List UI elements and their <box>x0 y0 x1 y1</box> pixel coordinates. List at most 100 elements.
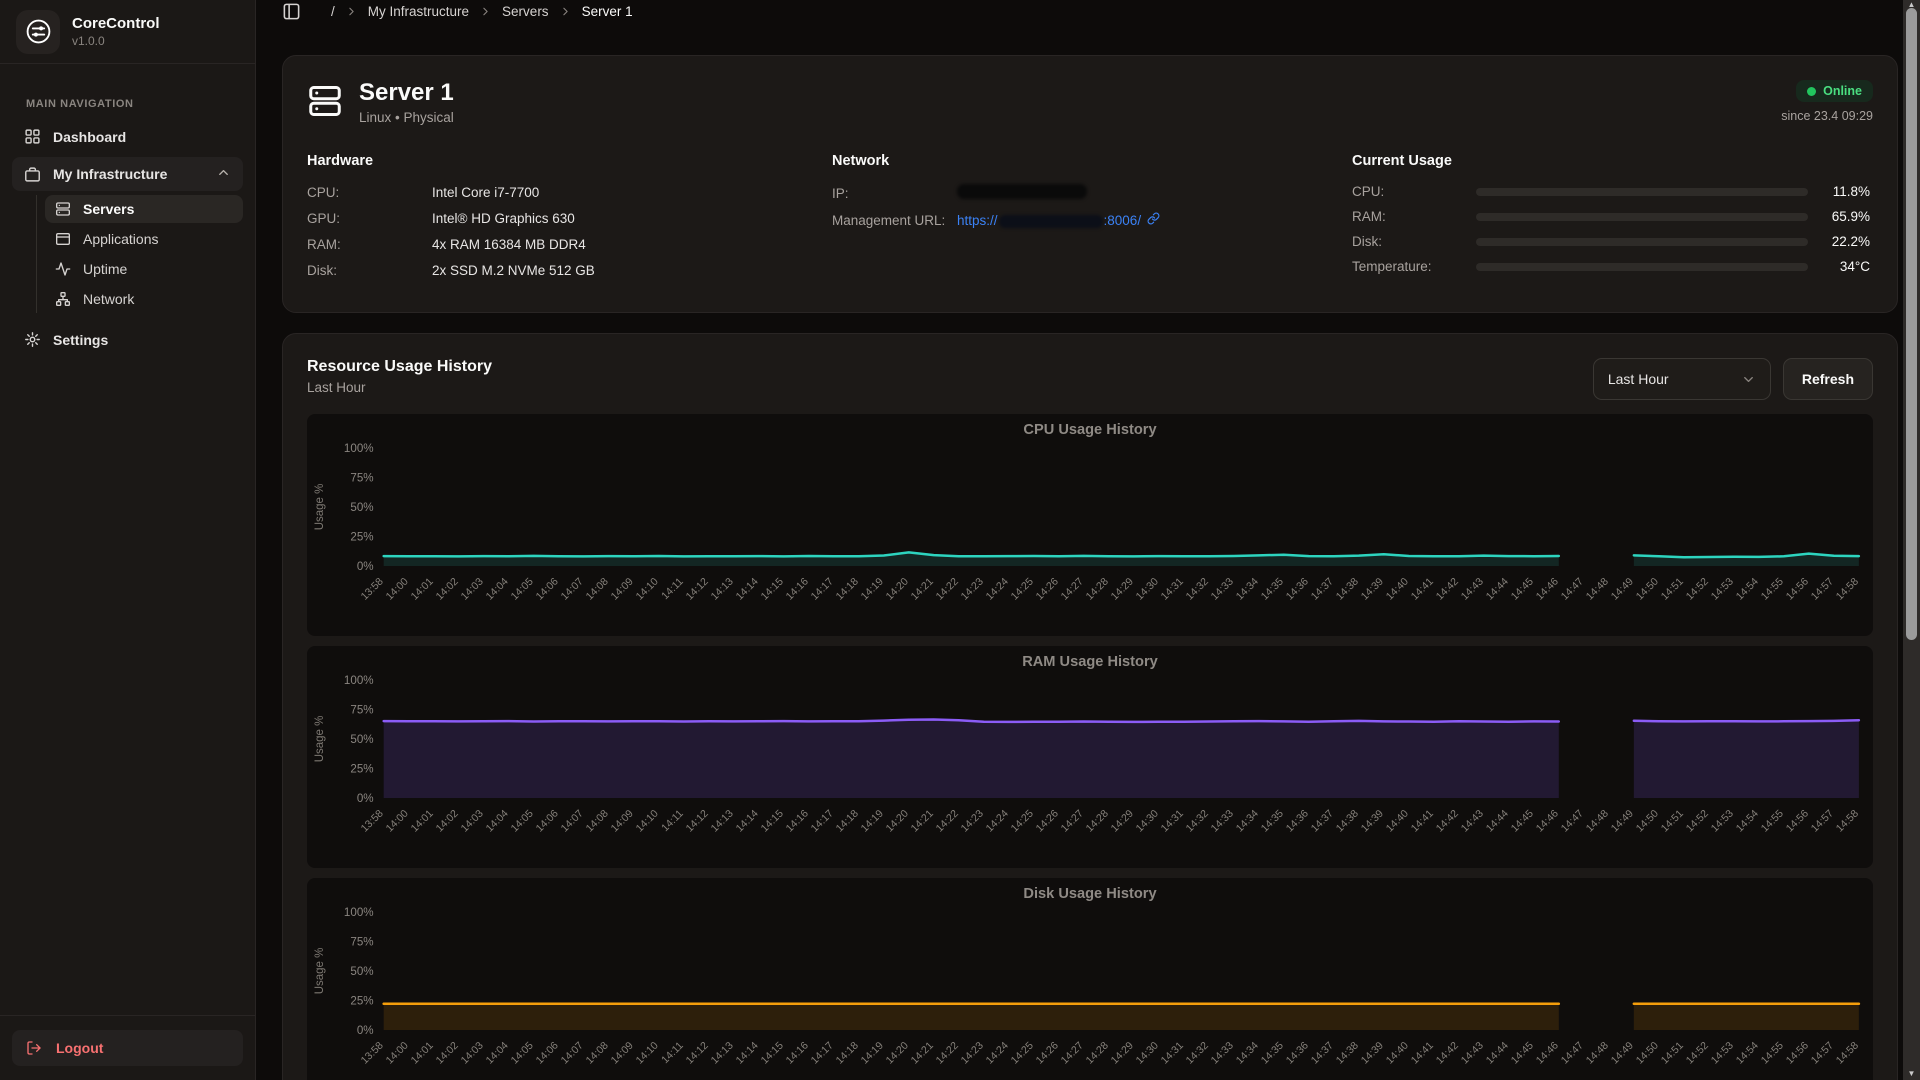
svg-text:14:44: 14:44 <box>1484 576 1511 603</box>
svg-text:14:04: 14:04 <box>484 576 511 603</box>
network-heading: Network <box>832 153 890 170</box>
svg-text:14:03: 14:03 <box>459 808 486 835</box>
svg-text:14:11: 14:11 <box>659 808 686 835</box>
svg-text:14:41: 14:41 <box>1409 576 1436 603</box>
sidebar-item-servers[interactable]: Servers <box>45 195 243 223</box>
svg-text:14:13: 14:13 <box>709 576 736 603</box>
svg-text:14:29: 14:29 <box>1109 576 1136 603</box>
svg-text:14:51: 14:51 <box>1659 576 1686 603</box>
infrastructure-sub-list: Servers Applications <box>36 195 243 313</box>
svg-text:14:41: 14:41 <box>1409 808 1436 835</box>
svg-text:14:34: 14:34 <box>1234 576 1261 603</box>
svg-text:14:18: 14:18 <box>834 1040 861 1067</box>
svg-text:14:18: 14:18 <box>834 808 861 835</box>
svg-text:14:50: 14:50 <box>1634 808 1661 835</box>
svg-text:14:42: 14:42 <box>1434 808 1461 835</box>
svg-text:14:24: 14:24 <box>984 1040 1011 1067</box>
logout-button[interactable]: Logout <box>12 1030 243 1066</box>
url-redacted-part <box>998 214 1103 228</box>
svg-text:14:00: 14:00 <box>384 576 411 603</box>
svg-text:14:44: 14:44 <box>1484 1040 1511 1067</box>
page-title: Server 1 <box>359 79 454 106</box>
svg-text:13:58: 13:58 <box>359 1040 386 1067</box>
svg-text:75%: 75% <box>350 705 373 717</box>
svg-text:14:37: 14:37 <box>1309 1040 1336 1067</box>
resource-history-card: Resource Usage History Last Hour Last Ho… <box>282 333 1898 1080</box>
app-logo-icon <box>16 9 60 54</box>
hardware-row-cpu: CPU: Intel Core i7-7700 <box>307 184 540 200</box>
svg-text:14:17: 14:17 <box>809 808 836 835</box>
svg-text:14:08: 14:08 <box>584 808 611 835</box>
sidebar-item-uptime[interactable]: Uptime <box>45 255 243 283</box>
logout-label: Logout <box>56 1040 104 1056</box>
svg-text:14:34: 14:34 <box>1234 1040 1261 1067</box>
svg-text:14:25: 14:25 <box>1009 576 1036 603</box>
status-badge: Online <box>1796 80 1873 102</box>
scrollbar-down-arrow[interactable]: ▼ <box>1907 1069 1916 1078</box>
svg-text:Usage %: Usage % <box>314 716 326 763</box>
svg-text:14:54: 14:54 <box>1734 1040 1761 1067</box>
svg-text:14:42: 14:42 <box>1434 576 1461 603</box>
svg-text:14:23: 14:23 <box>959 576 986 603</box>
sidebar-item-infrastructure[interactable]: My Infrastructure <box>12 157 243 191</box>
svg-text:14:33: 14:33 <box>1209 576 1236 603</box>
svg-text:14:46: 14:46 <box>1534 576 1561 603</box>
refresh-button[interactable]: Refresh <box>1782 358 1873 401</box>
svg-text:14:27: 14:27 <box>1059 1040 1086 1067</box>
svg-text:14:43: 14:43 <box>1459 808 1486 835</box>
scrollbar-thumb[interactable] <box>1906 8 1917 640</box>
svg-text:14:15: 14:15 <box>759 576 786 603</box>
svg-text:14:51: 14:51 <box>1659 1040 1686 1067</box>
sidebar-item-applications[interactable]: Applications <box>45 225 243 253</box>
breadcrumb-infrastructure[interactable]: My Infrastructure <box>367 4 470 19</box>
sidebar-item-network[interactable]: Network <box>45 285 243 313</box>
temperature-progress-bar <box>1476 262 1808 271</box>
svg-text:14:06: 14:06 <box>534 808 561 835</box>
time-range-select[interactable]: Last Hour <box>1592 358 1771 401</box>
svg-text:14:07: 14:07 <box>559 576 586 603</box>
svg-text:14:28: 14:28 <box>1084 576 1111 603</box>
svg-text:14:47: 14:47 <box>1559 576 1586 603</box>
svg-text:14:56: 14:56 <box>1784 808 1811 835</box>
svg-text:14:38: 14:38 <box>1334 576 1361 603</box>
sidebar-toggle-button[interactable] <box>280 0 303 23</box>
svg-text:14:35: 14:35 <box>1259 1040 1286 1067</box>
main-area: / My Infrastructure Servers Server 1 <box>256 0 1920 1080</box>
svg-text:13:58: 13:58 <box>359 808 386 835</box>
usage-row-cpu: CPU: 11.8% <box>1352 184 1870 200</box>
svg-text:14:26: 14:26 <box>1034 808 1061 835</box>
svg-text:14:56: 14:56 <box>1784 1040 1811 1067</box>
svg-text:14:24: 14:24 <box>984 576 1011 603</box>
svg-text:14:03: 14:03 <box>459 1040 486 1067</box>
logout-icon <box>26 1040 42 1056</box>
svg-text:Usage %: Usage % <box>314 484 326 531</box>
breadcrumb-home[interactable]: / <box>331 4 335 19</box>
breadcrumb-servers[interactable]: Servers <box>502 4 549 19</box>
svg-text:14:23: 14:23 <box>959 808 986 835</box>
breadcrumb: / My Infrastructure Servers Server 1 <box>331 4 633 19</box>
link-icon <box>1147 212 1160 228</box>
history-subtitle: Last Hour <box>307 380 366 396</box>
sidebar-item-label: Settings <box>53 331 109 348</box>
scrollbar-up-arrow[interactable]: ▲ <box>1907 0 1916 9</box>
svg-text:14:44: 14:44 <box>1484 808 1511 835</box>
page-scrollbar[interactable]: ▲ ▼ <box>1903 0 1920 1080</box>
sidebar-item-label: Uptime <box>83 261 128 277</box>
sidebar-item-settings[interactable]: Settings <box>12 323 243 356</box>
svg-text:14:49: 14:49 <box>1609 808 1636 835</box>
svg-text:14:20: 14:20 <box>884 576 911 603</box>
svg-text:14:50: 14:50 <box>1634 1040 1661 1067</box>
management-url-link[interactable]: https://:8006/ <box>957 212 1160 228</box>
svg-text:14:08: 14:08 <box>584 1040 611 1067</box>
sidebar-item-dashboard[interactable]: Dashboard <box>12 120 243 153</box>
sidebar-item-label: Network <box>83 291 135 307</box>
svg-text:14:14: 14:14 <box>734 1040 761 1067</box>
svg-text:14:15: 14:15 <box>759 1040 786 1067</box>
svg-text:50%: 50% <box>350 966 373 978</box>
svg-text:14:32: 14:32 <box>1184 576 1211 603</box>
usage-row-temperature: Temperature: 34°C <box>1352 259 1870 275</box>
svg-text:14:02: 14:02 <box>434 1040 461 1067</box>
svg-text:14:53: 14:53 <box>1709 808 1736 835</box>
svg-text:14:12: 14:12 <box>684 808 711 835</box>
